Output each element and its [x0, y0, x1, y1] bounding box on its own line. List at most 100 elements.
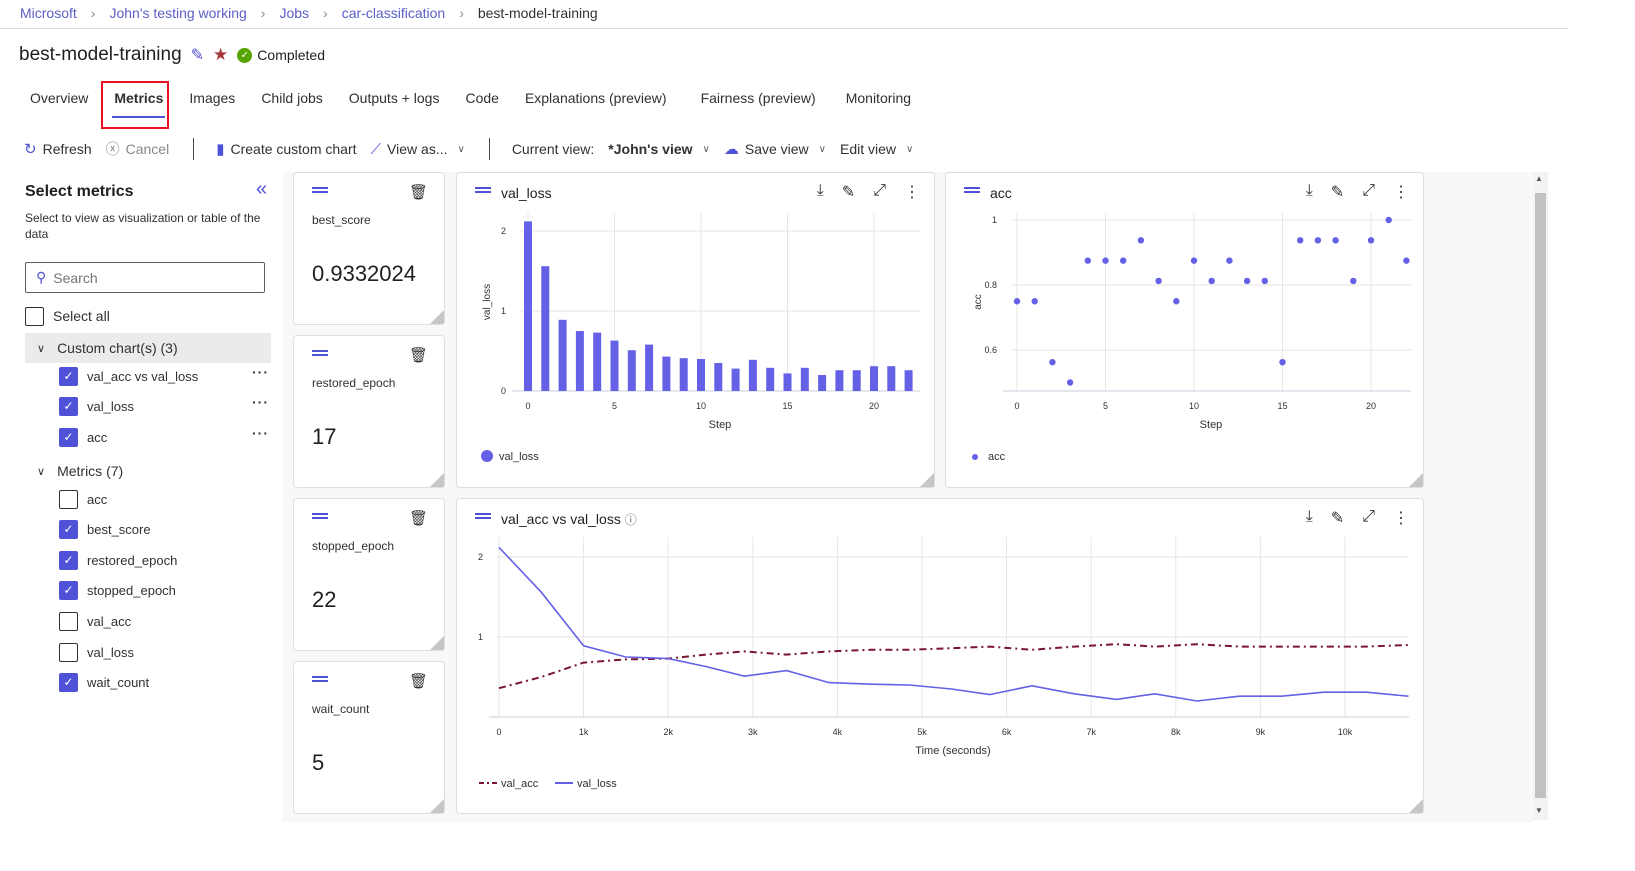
checkbox[interactable]: ✓ — [59, 427, 78, 447]
select-all-checkbox[interactable]: Select all — [25, 304, 110, 328]
data-point — [1208, 277, 1215, 285]
checkbox[interactable]: ✓ — [59, 580, 78, 600]
scroll-up-icon[interactable]: ▲ — [1535, 174, 1543, 183]
metric-list-item[interactable]: val_acc — [59, 609, 131, 633]
checkbox[interactable]: ✓ — [59, 396, 78, 416]
data-point — [1155, 277, 1162, 285]
bar — [870, 366, 878, 391]
breadcrumb-microsoft[interactable]: Microsoft — [20, 5, 77, 21]
more-options-icon[interactable]: ··· — [252, 364, 269, 380]
checkbox[interactable] — [25, 306, 44, 326]
search-icon: ⚲ — [36, 269, 47, 285]
tab-code[interactable]: Code — [465, 90, 499, 106]
resize-handle[interactable] — [1409, 799, 1423, 813]
drag-handle-icon[interactable] — [312, 187, 328, 193]
metric-list-item[interactable]: ✓ val_acc vs val_loss — [59, 364, 198, 388]
tab-fairness[interactable]: Fairness (preview) — [700, 90, 816, 106]
edit-icon[interactable]: ✎ — [841, 184, 856, 201]
tab-monitoring[interactable]: Monitoring — [845, 90, 912, 106]
edit-icon[interactable]: ✎ — [190, 47, 205, 64]
drag-handle-icon[interactable] — [964, 187, 980, 193]
search-input[interactable] — [53, 269, 234, 286]
scroll-down-icon[interactable]: ▼ — [1535, 806, 1543, 815]
metric-list-item[interactable]: ✓ acc — [59, 425, 107, 449]
tab-overview[interactable]: Overview — [30, 90, 89, 106]
create-custom-chart-button[interactable]: ▮ Create custom chart — [216, 140, 356, 158]
delete-icon[interactable]: 🗑 — [408, 184, 428, 201]
bar — [748, 359, 757, 391]
tab-images[interactable]: Images — [189, 90, 236, 106]
view-as-dropdown[interactable]: ⟋ View as... ∨ — [371, 141, 465, 158]
save-view-button[interactable]: ☁ Save view ∨ — [724, 140, 826, 158]
metric-card: 🗑 stopped_epoch 22 — [293, 498, 445, 651]
current-view-dropdown[interactable]: Current view: *John's view ∨ — [512, 141, 710, 157]
metric-list-item[interactable]: ✓ best_score — [59, 517, 151, 541]
edit-view-button[interactable]: Edit view ∨ — [840, 141, 913, 157]
group-header[interactable]: ∨ Metrics (7) — [25, 456, 271, 486]
data-point — [1137, 237, 1145, 244]
metric-list-item[interactable]: acc — [59, 487, 107, 511]
metric-list-item[interactable]: ✓ stopped_epoch — [59, 578, 176, 602]
help-icon[interactable]: ⓘ — [624, 513, 637, 527]
chart-card-acc: acc ⤓ ✎ ⤢ ⋮ 0.6 0.8 1 0 5 10 15 20 Step acc acc — [945, 172, 1424, 488]
data-point — [1243, 277, 1251, 285]
checkbox[interactable]: ✓ — [59, 366, 78, 386]
more-options-icon[interactable]: ··· — [252, 394, 269, 410]
expand-icon[interactable]: ⤢ — [873, 182, 886, 199]
more-options-icon[interactable]: ⋮ — [1393, 184, 1409, 201]
delete-icon[interactable]: 🗑 — [408, 347, 428, 364]
data-point — [1367, 237, 1375, 244]
tab-outputs-logs[interactable]: Outputs + logs — [348, 90, 440, 106]
breadcrumb-jobs[interactable]: Jobs — [279, 5, 310, 21]
download-icon[interactable]: ⤓ — [1305, 508, 1313, 525]
drag-handle-icon[interactable] — [475, 187, 491, 193]
drag-handle-icon[interactable] — [312, 513, 328, 519]
checkbox[interactable]: ✓ — [59, 519, 78, 539]
checkbox[interactable] — [59, 489, 78, 509]
checkbox[interactable]: ✓ — [59, 672, 78, 692]
delete-icon[interactable]: 🗑 — [408, 510, 428, 527]
more-options-icon[interactable]: ⋮ — [1393, 510, 1409, 527]
group-header[interactable]: ∨ Custom chart(s) (3) — [25, 333, 271, 363]
resize-handle[interactable] — [430, 310, 444, 324]
breadcrumb-workspace[interactable]: John's testing working — [109, 5, 247, 21]
resize-handle[interactable] — [920, 473, 934, 487]
refresh-button[interactable]: ↻ Refresh — [24, 140, 92, 158]
metric-list-item[interactable]: ✓ wait_count — [59, 670, 149, 694]
scrollbar-thumb[interactable] — [1535, 193, 1546, 798]
data-point — [1279, 358, 1286, 366]
metric-list-item[interactable]: ✓ val_loss — [59, 394, 134, 418]
resize-handle[interactable] — [430, 473, 444, 487]
drag-handle-icon[interactable] — [312, 350, 328, 356]
expand-icon[interactable]: ⤢ — [1362, 508, 1375, 525]
metric-list-item[interactable]: ✓ restored_epoch — [59, 548, 177, 572]
tab-explanations[interactable]: Explanations (preview) — [524, 90, 667, 106]
checkbox[interactable] — [59, 611, 78, 631]
download-icon[interactable]: ⤓ — [816, 182, 824, 199]
edit-icon[interactable]: ✎ — [1330, 184, 1345, 201]
data-point — [1102, 257, 1109, 264]
metric-list-item[interactable]: val_loss — [59, 640, 134, 664]
delete-icon[interactable]: 🗑 — [408, 673, 428, 690]
resize-handle[interactable] — [1409, 473, 1423, 487]
checkbox[interactable]: ✓ — [59, 550, 78, 570]
chevron-right-icon: › — [459, 5, 464, 21]
collapse-sidebar-icon[interactable]: « — [256, 178, 268, 200]
drag-handle-icon[interactable] — [312, 676, 328, 682]
star-icon[interactable]: ★ — [213, 45, 229, 64]
expand-icon[interactable]: ⤢ — [1362, 182, 1375, 199]
cancel-button[interactable]: ⓧ Cancel — [106, 139, 170, 159]
tab-bar: Overview Metrics Images Child jobs Outpu… — [18, 88, 925, 118]
bar-chart-icon: ▮ — [216, 141, 225, 158]
breadcrumb-experiment[interactable]: car-classification — [341, 5, 446, 21]
more-options-icon[interactable]: ··· — [252, 425, 269, 441]
resize-handle[interactable] — [430, 636, 444, 650]
drag-handle-icon[interactable] — [475, 513, 491, 519]
tab-child-jobs[interactable]: Child jobs — [261, 90, 323, 106]
more-options-icon[interactable]: ⋮ — [904, 184, 920, 201]
download-icon[interactable]: ⤓ — [1305, 182, 1313, 199]
checkbox[interactable] — [59, 642, 78, 662]
tab-metrics[interactable]: Metrics — [102, 88, 175, 118]
resize-handle[interactable] — [430, 799, 444, 813]
edit-icon[interactable]: ✎ — [1330, 510, 1345, 527]
